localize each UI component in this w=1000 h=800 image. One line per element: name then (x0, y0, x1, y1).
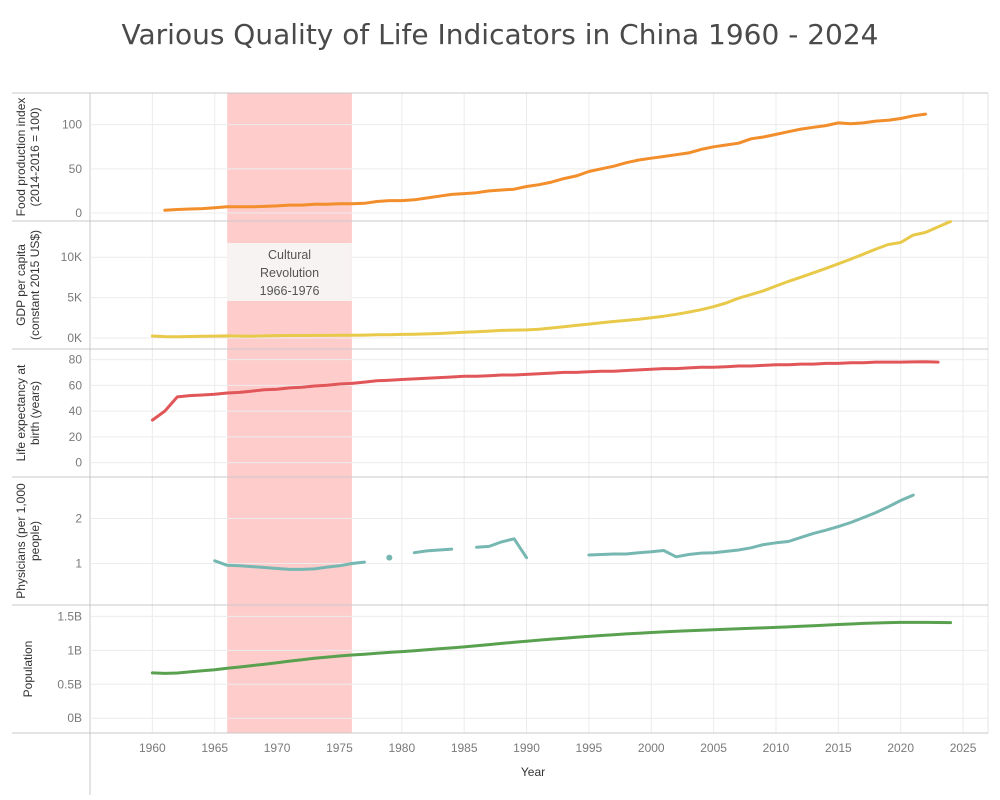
annotation-box (227, 243, 352, 301)
chart-title: Various Quality of Life Indicators in Ch… (121, 18, 879, 51)
x-tick-label: 1975 (326, 741, 353, 755)
y-tick-label: 0B (67, 711, 82, 725)
y-axis-title: Food production index (14, 98, 28, 217)
series-line (163, 112, 928, 212)
y-tick-label: 40 (69, 404, 83, 418)
x-tick-label: 1960 (139, 741, 166, 755)
y-tick-label: 100 (62, 118, 82, 132)
y-axis-title: (2014-2016 = 100) (28, 107, 42, 206)
annotation-label: Revolution (260, 266, 319, 280)
x-tick-label: 2000 (638, 741, 665, 755)
x-tick-label: 2020 (887, 741, 914, 755)
annotation-label: Cultural (268, 248, 311, 262)
y-tick-label: 1.5B (57, 609, 82, 623)
x-tick-label: 1995 (576, 741, 603, 755)
x-tick-label: 1970 (264, 741, 291, 755)
series-line (475, 537, 528, 560)
y-tick-label: 80 (69, 353, 83, 367)
y-tick-label: 2 (75, 512, 82, 526)
y-tick-label: 0K (67, 331, 82, 345)
marks-layer (150, 112, 953, 675)
y-axis-title: GDP per capita (14, 244, 28, 326)
y-tick-label: 1B (67, 643, 82, 657)
y-tick-label: 20 (69, 430, 83, 444)
y-axis-title: Population (21, 641, 35, 698)
y-tick-label: 50 (69, 162, 83, 176)
x-tick-label: 1980 (388, 741, 415, 755)
x-tick-label: 1985 (451, 741, 478, 755)
x-tick-label: 2025 (950, 741, 977, 755)
y-axis-title: (constant 2015 US$) (28, 230, 42, 340)
series-line (587, 493, 915, 559)
series-line (150, 620, 953, 675)
y-axis-title: birth (years) (28, 381, 42, 445)
text-layer: 0 50 100 Food production index (2014-2016 = … (14, 98, 977, 779)
y-axis-title: Physicians (per 1,000 (14, 483, 28, 599)
highlight-band (227, 93, 352, 733)
y-axis-title: Life expectancy at (14, 364, 28, 461)
x-tick-label: 2015 (825, 741, 852, 755)
x-axis-title: Year (521, 765, 545, 779)
annotation-label: 1966-1976 (260, 284, 320, 298)
y-tick-label: 0.5B (57, 677, 82, 691)
y-axis-title: people) (28, 521, 42, 561)
series-point (386, 554, 393, 561)
y-tick-label: 1 (75, 557, 82, 571)
background-layer (12, 92, 989, 795)
y-tick-label: 5K (67, 291, 82, 305)
series-line (412, 547, 454, 555)
x-tick-label: 2005 (700, 741, 727, 755)
series-line (150, 360, 940, 422)
x-tick-label: 2010 (763, 741, 790, 755)
y-tick-label: 60 (69, 378, 83, 392)
y-tick-label: 10K (61, 250, 82, 264)
y-tick-label: 0 (75, 456, 82, 470)
series-line (213, 559, 366, 571)
y-tick-label: 0 (75, 206, 82, 220)
series-line (150, 220, 953, 339)
x-tick-label: 1965 (201, 741, 228, 755)
x-tick-label: 1990 (513, 741, 540, 755)
